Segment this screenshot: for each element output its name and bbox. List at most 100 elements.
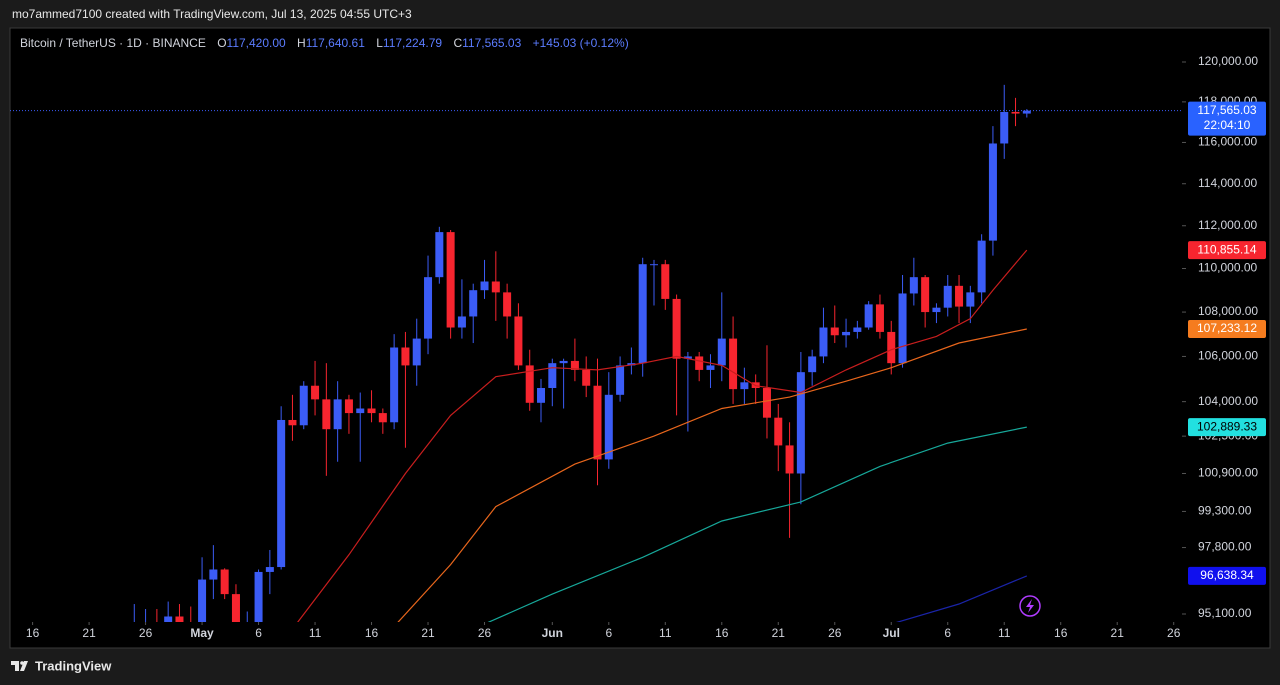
candle-body (988, 143, 997, 241)
candle-body (548, 363, 557, 388)
candle-body (231, 594, 240, 622)
candle-body (819, 327, 828, 357)
x-tick-label: 26 (828, 626, 842, 640)
candle-body (254, 571, 263, 622)
legend-change: +145.03 (+0.12%) (533, 36, 629, 50)
candle-body (401, 347, 410, 366)
price-label-box (1188, 319, 1266, 338)
x-tick-label: 21 (772, 626, 786, 640)
candle-body (943, 285, 952, 308)
alert-icon[interactable] (1019, 595, 1041, 617)
candle-body (909, 277, 918, 294)
candle-body (164, 616, 173, 622)
candle-body (683, 356, 692, 359)
candle-body (842, 331, 851, 336)
y-tick-label: 106,000.00 (1198, 349, 1258, 363)
legend-symbol: Bitcoin / TetherUS · 1D · BINANCE (20, 36, 206, 50)
candle-body (299, 385, 308, 426)
candle-body (808, 356, 817, 373)
price-label: 102,889.33 (1197, 419, 1257, 433)
candle-body (209, 569, 218, 580)
candle-body (921, 277, 930, 313)
x-tick-label: 26 (478, 626, 492, 640)
price-label: 110,855.14 (1197, 242, 1256, 256)
x-tick-label: 11 (659, 626, 672, 640)
candle-body (311, 385, 320, 400)
candle-body (717, 338, 726, 366)
moving-average (895, 575, 1028, 622)
legend-key: H (297, 36, 306, 50)
last-price-box (1188, 101, 1266, 136)
candle-body (333, 399, 342, 430)
candle-body (864, 304, 873, 328)
candle-body (175, 616, 184, 622)
y-tick-label: 114,000.00 (1198, 176, 1257, 190)
legend: Bitcoin / TetherUS · 1D · BINANCE O117,4… (20, 36, 629, 50)
footer-logo[interactable]: TradingView (11, 658, 112, 673)
candle-body (762, 387, 771, 418)
legend-value: 117,640.61 (306, 36, 365, 50)
candle-body (480, 281, 489, 291)
candle-body (570, 360, 579, 370)
candle-body (446, 232, 455, 328)
candle-body (649, 264, 658, 266)
last-price-label: 117,565.03 (1197, 103, 1256, 117)
x-tick-label: 16 (715, 626, 729, 640)
candle-body (390, 347, 399, 423)
candle-body (785, 445, 794, 474)
moving-average (297, 249, 1028, 622)
candle-body (277, 419, 286, 568)
candle-body (469, 290, 478, 317)
x-tick-label: 6 (605, 626, 612, 640)
candle-body (1000, 111, 1009, 144)
candle-body (198, 579, 207, 622)
candle-body (796, 372, 805, 474)
candle-body (378, 413, 387, 423)
candle-body (457, 316, 466, 328)
candle-body (503, 292, 512, 317)
candle-body (265, 567, 274, 572)
candle-body (435, 232, 444, 278)
x-tick-label: May (190, 626, 214, 640)
candle-body (288, 419, 297, 426)
moving-average (397, 328, 1027, 622)
candle-body (729, 338, 738, 390)
candle-body (955, 285, 964, 307)
candle-body (638, 264, 647, 364)
x-tick-label: Jun (542, 626, 563, 640)
price-label-box (1188, 418, 1266, 437)
y-tick-label: 104,000.00 (1198, 394, 1258, 408)
candle-body (672, 298, 681, 359)
candle-body (582, 369, 591, 386)
candle-body (514, 316, 523, 366)
x-tick-label: 6 (944, 626, 951, 640)
price-label-box (1188, 241, 1266, 260)
x-tick-label: 26 (139, 626, 153, 640)
candle-body (830, 327, 839, 336)
candle-body (661, 264, 670, 299)
candle-body (977, 240, 986, 293)
price-label: 107,233.12 (1197, 321, 1257, 335)
x-tick-label: 21 (1111, 626, 1125, 640)
candle-body (616, 365, 625, 395)
y-tick-label: 99,300.00 (1198, 504, 1252, 518)
legend-key: O (217, 36, 226, 50)
axes: 95,100.00 97,800.00 99,300.00 100,900.00 102… (26, 54, 1266, 640)
y-tick-label: 120,000.00 (1198, 54, 1258, 68)
candle-body (344, 399, 353, 414)
footer-brand: TradingView (35, 658, 112, 673)
x-tick-label: 11 (309, 626, 322, 640)
x-tick-label: Jul (883, 626, 900, 640)
x-tick-label: 16 (1054, 626, 1068, 640)
candle-body (740, 382, 749, 390)
candle-body (966, 292, 975, 307)
candle-body (537, 387, 546, 403)
legend-key: C (453, 36, 462, 50)
candle-body (1011, 111, 1020, 114)
candle-body (875, 304, 884, 332)
candle-body (774, 417, 783, 446)
candle-body (356, 408, 365, 414)
y-tick-label: 112,000.00 (1198, 218, 1257, 232)
y-tick-label: 95,100.00 (1198, 606, 1252, 620)
